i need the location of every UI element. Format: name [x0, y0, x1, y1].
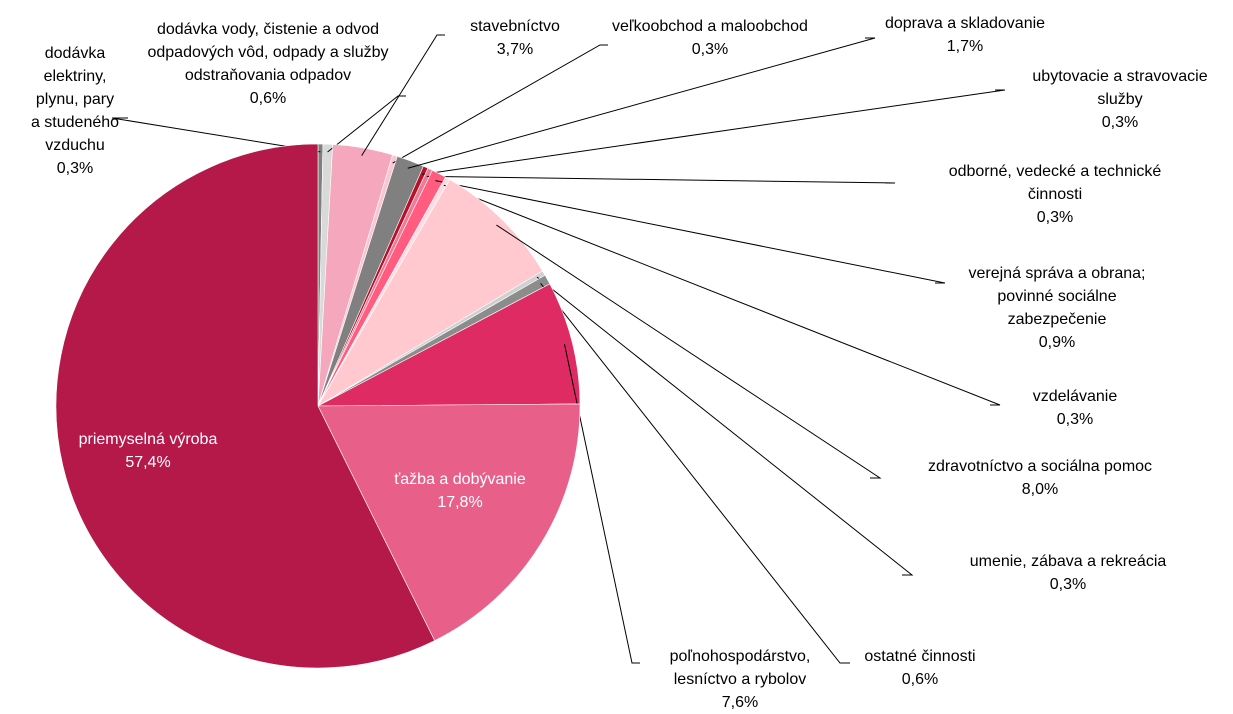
value-label: 0,3%	[1101, 114, 1139, 131]
category-label: ubytovacie a stravovacie služby	[1032, 68, 1208, 108]
category-label: ostatné činnosti	[864, 648, 976, 665]
value-label: 7,6%	[721, 694, 759, 711]
pie-slice	[55, 143, 436, 669]
value-label: 0,6%	[249, 90, 287, 107]
category-label: stavebníctvo	[470, 18, 560, 35]
category-label: odborné, vedecké a technické činnosti	[948, 163, 1162, 203]
leader-line	[426, 175, 896, 184]
leader-line	[536, 276, 914, 576]
slice-label: dodávka elektriny, plynu, pary a studené…	[30, 42, 120, 180]
slice-label: priemyselná výroba 57,4%	[48, 428, 248, 474]
category-label: umenie, zábava a rekreácia	[969, 553, 1167, 570]
slice-label: ostatné činnosti 0,6%	[830, 645, 1010, 691]
leader-line	[540, 283, 850, 664]
value-label: 0,3%	[691, 41, 729, 58]
value-label: 0,9%	[1038, 334, 1076, 351]
leader-line	[563, 343, 640, 664]
value-label: 0,3%	[1036, 209, 1074, 226]
chart: dodávka elektriny, plynu, pary a studené…	[30, 12, 1215, 711]
value-label: 0,3%	[56, 160, 94, 177]
slice-label: veľkoobchod a maloobchod 0,3%	[580, 15, 840, 61]
category-label: verejná správa a obrana; povinné sociáln…	[968, 265, 1146, 328]
leader-line	[361, 34, 445, 156]
slice-label: stavebníctvo 3,7%	[440, 15, 590, 61]
slice-label: verejná správa a obrana; povinné sociáln…	[960, 262, 1155, 354]
leader-line	[407, 37, 876, 169]
value-label: 0,3%	[1056, 411, 1094, 428]
leader-line	[327, 95, 406, 153]
value-label: 57,4%	[125, 454, 171, 471]
value-label: 3,7%	[496, 41, 534, 58]
pie-slice	[317, 283, 581, 407]
slice-label: umenie, zábava a rekreácia 0,3%	[938, 550, 1198, 596]
value-label: 1,7%	[946, 38, 984, 55]
slice-label: ťažba a dobývanie 17,8%	[360, 468, 560, 514]
leader-line	[392, 44, 608, 164]
slice-label: vzdelávanie 0,3%	[1005, 385, 1145, 431]
slice-label: odborné, vedecké a technické činnosti 0,3…	[940, 160, 1170, 229]
slice-label: zdravotníctvo a sociálna pomoc 8,0%	[900, 455, 1180, 501]
category-label: priemyselná výroba	[78, 431, 218, 448]
value-label: 8,0%	[1021, 481, 1059, 498]
leader-line	[111, 117, 321, 153]
slice-label: ubytovacie a stravovacie služby 0,3%	[1025, 65, 1215, 134]
slice-label: doprava a skladovanie 1,7%	[865, 12, 1065, 58]
pie-slice	[317, 179, 543, 407]
category-label: doprava a skladovanie	[884, 15, 1046, 32]
leader-line	[435, 180, 946, 284]
category-label: poľnohospodárstvo, lesníctvo a rybolov	[669, 648, 811, 688]
slice-label: dodávka vody, čistenie a odvod odpadovýc…	[133, 18, 403, 110]
leader-line	[422, 89, 1006, 175]
category-label: vzdelávanie	[1032, 388, 1118, 405]
value-label: 0,3%	[1049, 576, 1087, 593]
category-label: veľkoobchod a maloobchod	[612, 18, 808, 35]
category-label: zdravotníctvo a sociálna pomoc	[927, 458, 1153, 475]
category-label: dodávka vody, čistenie a odvod odpadovýc…	[147, 21, 389, 84]
leader-line	[496, 224, 882, 479]
category-label: dodávka elektriny, plynu, pary a studené…	[30, 45, 120, 154]
pie-slice	[317, 403, 581, 642]
pie-area	[55, 34, 1006, 669]
category-label: ťažba a dobývanie	[394, 471, 526, 488]
slice-label: poľnohospodárstvo, lesníctvo a rybolov 7,…	[645, 645, 835, 714]
value-label: 17,8%	[437, 494, 483, 511]
leader-line	[443, 184, 1001, 406]
value-label: 0,6%	[901, 671, 939, 688]
